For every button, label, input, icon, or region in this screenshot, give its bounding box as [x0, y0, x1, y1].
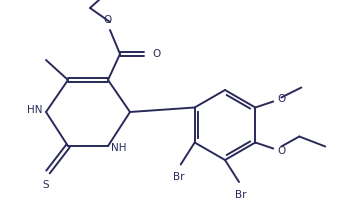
- Text: HN: HN: [28, 105, 43, 115]
- Text: NH: NH: [111, 143, 126, 153]
- Text: O: O: [277, 146, 286, 156]
- Text: S: S: [43, 180, 49, 190]
- Text: O: O: [277, 95, 286, 105]
- Text: Br: Br: [173, 173, 184, 183]
- Text: O: O: [104, 15, 112, 25]
- Text: O: O: [152, 49, 160, 59]
- Text: Br: Br: [235, 190, 247, 200]
